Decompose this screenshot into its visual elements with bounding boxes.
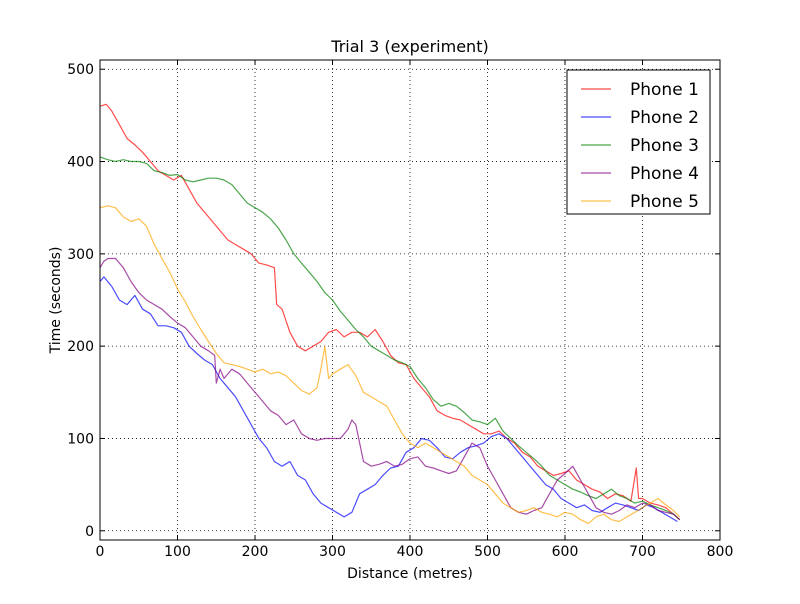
legend-frame — [566, 69, 711, 215]
series-line-phone-1 — [99, 103, 681, 521]
y-tick-label: 200 — [67, 339, 94, 355]
legend-label: Phone 3 — [630, 136, 699, 156]
legend: Phone 1 Phone 2 Phone 3 Phone 4 Phone 5 — [566, 69, 711, 215]
x-axis-label: Distance (metres) — [347, 566, 473, 582]
y-tick-label: 100 — [67, 431, 94, 447]
legend-label: Phone 2 — [630, 108, 699, 128]
series-line-phone-2 — [99, 276, 678, 523]
legend-item-phone-5: Phone 5 — [581, 192, 699, 212]
legend-item-phone-1: Phone 1 — [581, 80, 699, 100]
axis-ticks: 0 100 200 300 400 500 600 700 800 0 100 200 300 400 50… — [67, 60, 733, 560]
x-tick-label: 200 — [242, 544, 269, 560]
legend-label: Phone 5 — [630, 192, 699, 212]
legend-item-phone-2: Phone 2 — [581, 108, 699, 128]
series-lines — [99, 103, 681, 525]
series-line-phone-5 — [99, 205, 681, 525]
x-tick-label: 100 — [164, 544, 191, 560]
y-tick-label: 300 — [67, 247, 94, 263]
legend-label: Phone 1 — [630, 80, 699, 100]
chart-title: Trial 3 (experiment) — [330, 37, 488, 56]
legend-item-phone-4: Phone 4 — [581, 164, 699, 184]
y-tick-label: 500 — [67, 62, 94, 78]
x-tick-label: 700 — [629, 544, 656, 560]
x-tick-label: 300 — [319, 544, 346, 560]
legend-label: Phone 4 — [630, 164, 699, 184]
x-tick-label: 800 — [707, 544, 734, 560]
x-tick-label: 500 — [474, 544, 501, 560]
series-line-phone-4 — [99, 257, 681, 521]
x-tick-label: 400 — [397, 544, 424, 560]
legend-item-phone-3: Phone 3 — [581, 136, 699, 156]
x-tick-label: 600 — [552, 544, 579, 560]
y-tick-label: 0 — [85, 524, 94, 540]
y-tick-label: 400 — [67, 155, 94, 171]
y-axis-label: Time (seconds) — [48, 247, 64, 355]
series-line-phone-3 — [99, 156, 681, 521]
x-tick-label: 0 — [96, 544, 105, 560]
